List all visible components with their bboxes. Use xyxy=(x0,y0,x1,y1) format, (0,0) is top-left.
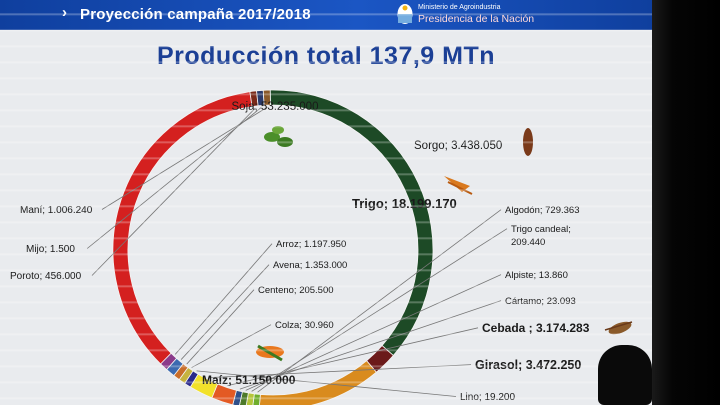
trigo-wheat-icon xyxy=(444,176,473,195)
slice-mani xyxy=(262,89,271,106)
label-centeno: Centeno; 205.500 xyxy=(258,285,334,296)
maiz-corn-icon xyxy=(256,344,284,362)
label-sorgo: Sorgo; 3.438.050 xyxy=(414,140,502,152)
label-lino: Lino; 19.200 xyxy=(460,392,515,403)
label-cartamo: Cártamo; 23.093 xyxy=(505,296,576,307)
label-trigo-candeal: Trigo candeal; 209.440 xyxy=(511,224,571,248)
leader-line-arroz xyxy=(174,243,273,355)
presentation-slide: › Proyección campaña 2017/2018 Ministeri… xyxy=(0,0,652,405)
donut-chart: Soja; 53.235.000 Sorgo; 3.438.050 Trigo; 1… xyxy=(10,89,633,405)
ministry-name: Ministerio de Agroindustria xyxy=(418,4,501,11)
label-trigo: Trigo; 18.199.170 xyxy=(352,196,457,211)
leader-line-poroto xyxy=(91,107,256,276)
screen-edge-shadow xyxy=(652,0,720,405)
label-cebada: Cebada ; 3.174.283 xyxy=(482,321,590,335)
leader-line-lino xyxy=(196,370,457,397)
label-poroto: Poroto; 456.000 xyxy=(10,271,82,282)
label-arroz: Arroz; 1.197.950 xyxy=(276,239,346,250)
label-maiz: Maíz; 51.150.000 xyxy=(202,373,296,387)
label-soja: Soja; 53.235.000 xyxy=(232,101,319,113)
slice-soja xyxy=(269,89,434,357)
leader-line-mani xyxy=(101,106,268,210)
leader-line-alpiste xyxy=(245,274,502,391)
leader-line-colza xyxy=(191,324,272,368)
leader-line-girasol xyxy=(208,364,472,379)
label-alpiste: Alpiste; 13.860 xyxy=(505,270,568,281)
label-colza: Colza; 30.960 xyxy=(275,320,334,331)
leader-line-centeno xyxy=(186,289,255,365)
label-girasol: Girasol; 3.472.250 xyxy=(475,358,581,372)
header-title: Proyección campaña 2017/2018 xyxy=(80,6,311,23)
leader-line-cartamo xyxy=(239,300,502,390)
leader-line-trigo-candeal xyxy=(251,228,508,392)
label-algodon: Algodón; 729.363 xyxy=(505,205,579,216)
leader-line-cebada xyxy=(227,327,479,386)
cebada-grain-icon xyxy=(604,321,633,335)
chevron-right-icon: › xyxy=(62,4,67,21)
label-mijo: Mijo; 1.500 xyxy=(26,244,75,255)
sorgo-grain-icon xyxy=(523,128,533,156)
soja-plant-icon xyxy=(264,126,293,147)
presidency-name: Presidencia de la Nación xyxy=(418,13,535,25)
page-title: Producción total 137,9 MTn xyxy=(156,42,496,70)
label-avena: Avena; 1.353.000 xyxy=(273,260,347,271)
leader-line-mijo xyxy=(86,107,262,249)
speaker-silhouette xyxy=(598,345,652,405)
header-bar: › Proyección campaña 2017/2018 Ministeri… xyxy=(0,0,652,30)
leader-line-avena xyxy=(180,264,270,360)
label-mani: Maní; 1.006.240 xyxy=(20,205,93,216)
argentina-shield-icon xyxy=(397,4,413,24)
